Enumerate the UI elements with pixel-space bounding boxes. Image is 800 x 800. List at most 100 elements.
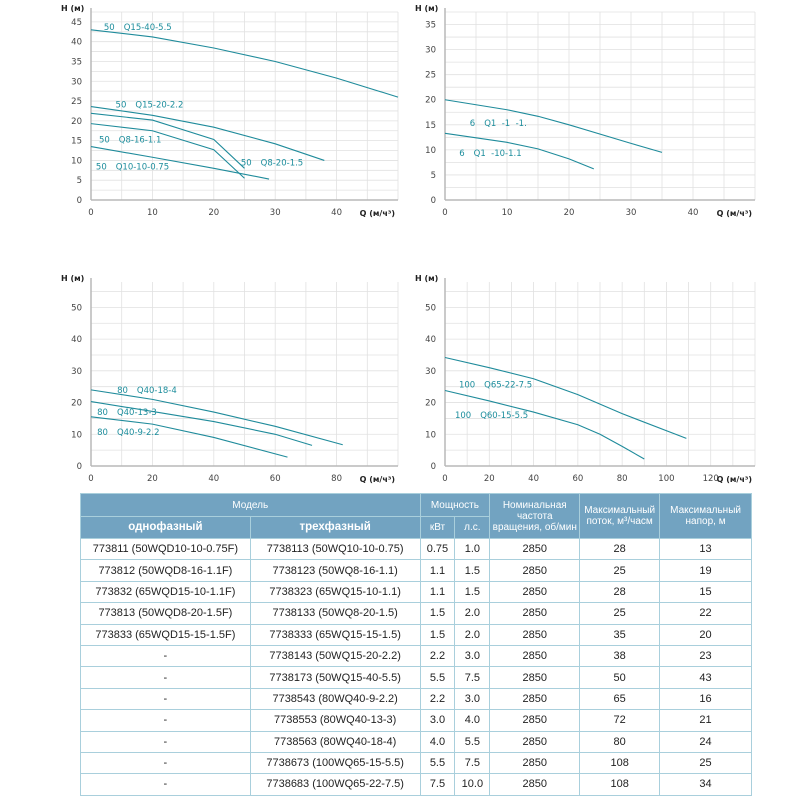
curve-label-prefix: 50 [99,136,110,146]
curve-label: 6 Q1 -1 -1. [470,119,527,129]
table-cell: 2850 [489,730,581,753]
curve-label-prefix: 6 [470,119,475,129]
y-tick-label: 40 [71,38,82,48]
table-cell: 13 [659,537,752,561]
table-cell: 7.5 [454,666,491,689]
y-tick-label: 45 [71,18,82,28]
x-axis-title: Q (м/ч³) [717,209,752,218]
y-axis-title: H (м) [61,274,84,283]
y-axis-title: H (м) [415,274,438,283]
table-cell: 5.5 [454,730,491,753]
y-tick-label: 30 [425,367,436,377]
table-cell: - [80,773,251,796]
table-cell: 7738133 (50WQ8-20-1.5) [249,602,421,625]
x-tick-label: 10 [502,208,513,218]
header-head: Максимальный напор, м [659,493,752,539]
curve-Q15-40-5.5 [90,29,399,98]
table-row: 773813 (50WQD8-20-1.5F) 7738133 (50WQ8-20… [80,602,752,625]
table-cell: 1.1 [419,580,456,604]
curve-label: 50 Q8-20-1.5 [241,159,303,169]
table-cell: 38 [579,644,661,668]
y-tick-label: 20 [425,96,436,106]
x-axis-title: Q (м/ч³) [717,475,752,484]
pump-spec-table: Модель Мощность Номинальная частота вращ… [80,493,752,796]
table-cell: 108 [579,773,661,796]
x-axis-title: Q (м/ч³) [360,475,395,484]
table-cell: 7738123 (50WQ8-16-1.1) [249,559,421,582]
table-cell: 43 [659,666,752,689]
table-cell: 80 [579,730,661,753]
table-cell: 10.0 [454,773,491,796]
curve-label: 50 Q15-40-5.5 [104,23,172,33]
curve-label: 50 Q15-20-2.2 [116,100,184,110]
y-tick-label: 30 [71,77,82,87]
y-tick-label: 10 [425,146,436,156]
chart-4: 0 20 40 60 80 100 120 0 10 20 30 40 50 H (м) Q (м/ч³) 1… [415,274,756,484]
y-tick-label: 20 [71,399,82,409]
chart-1: 0 10 20 30 40 0 5 10 15 20 25 30 35 40 45 H (м) Q (м/ч³)… [61,4,399,218]
x-tick-label: 0 [442,208,447,218]
y-tick-label: 0 [431,196,436,206]
curve-Q40-9-2.2 [90,416,288,458]
curve-Q65-22-7.5 [444,356,687,439]
table-cell: 2850 [489,623,581,646]
header-hp: л.с. [454,516,491,539]
x-tick-label: 120 [703,474,719,484]
x-tick-label: 0 [88,208,93,218]
y-tick-label: 0 [77,196,82,206]
curve-Q10-10-0.75 [90,146,270,180]
table-cell: 7738113 (50WQ10-10-0.75) [249,537,421,561]
y-tick-label: 40 [425,335,436,345]
table-cell: 25 [659,751,752,775]
table-cell: 773812 (50WQD8-16-1.1F) [80,559,251,582]
chart-3: 0 20 40 60 80 0 10 20 30 40 50 H (м) Q (м/ч³) 80 Q40-1… [61,274,399,484]
y-tick-label: 10 [425,430,436,440]
table-cell: 2.0 [454,602,491,625]
curve-Q1-1-1. [444,99,663,153]
chart-2: 0 10 20 30 40 0 5 10 15 20 25 30 35 H (м) Q (м/ч³) 6 Q1 … [415,4,756,218]
table-cell: 1.5 [419,623,456,646]
curve-Q1-10-1.1 [444,132,595,170]
y-tick-label: 20 [71,117,82,127]
y-tick-label: 10 [71,430,82,440]
table-cell: 773833 (65WQD15-15-1.5F) [80,623,251,646]
y-tick-label: 5 [431,171,436,181]
x-tick-label: 60 [270,474,281,484]
table-cell: 2850 [489,709,581,732]
curve-label-name: Q1 -10-1.1 [474,149,522,159]
y-tick-label: 40 [71,335,82,345]
table-cell: 16 [659,687,752,711]
curve-label: 50 Q10-10-0.75 [96,163,169,173]
x-tick-label: 60 [572,474,583,484]
table-cell: 2850 [489,602,581,625]
table-cell: - [80,687,251,711]
y-tick-label: 15 [425,121,436,131]
curve-label-prefix: 80 [97,408,108,418]
table-cell: 7738143 (50WQ15-20-2.2) [249,644,421,668]
table-cell: 4.0 [454,709,491,732]
table-cell: 35 [579,623,661,646]
curve-label-prefix: 80 [97,428,108,438]
x-tick-label: 0 [442,474,447,484]
header-power: Мощность [419,493,491,517]
curve-label-name: Q8-16-1.1 [119,136,162,146]
table-cell: 7738543 (80WQ40-9-2.2) [249,687,421,711]
curve-Q15-20-2.2 [90,106,325,161]
header-speed: Номинальная частота вращения, об/мин [489,493,581,539]
x-tick-label: 20 [564,208,575,218]
x-tick-label: 40 [528,474,539,484]
table-cell: 2850 [489,580,581,604]
curve-label-name: Q65-22-7.5 [484,381,532,391]
curve-label-prefix: 6 [459,149,464,159]
x-tick-label: 30 [626,208,637,218]
x-tick-label: 20 [484,474,495,484]
table-cell: 1.5 [419,602,456,625]
table-cell: 3.0 [454,644,491,668]
curve-label-name: Q15-20-2.2 [135,100,183,110]
table-cell: 25 [579,602,661,625]
curve-label: 50 Q8-16-1.1 [99,136,161,146]
header-three-phase: трехфазный [249,516,421,539]
table-cell: 108 [579,751,661,775]
table-cell: 7738323 (65WQ15-10-1.1) [249,580,421,604]
curve-label-prefix: 50 [104,23,115,33]
